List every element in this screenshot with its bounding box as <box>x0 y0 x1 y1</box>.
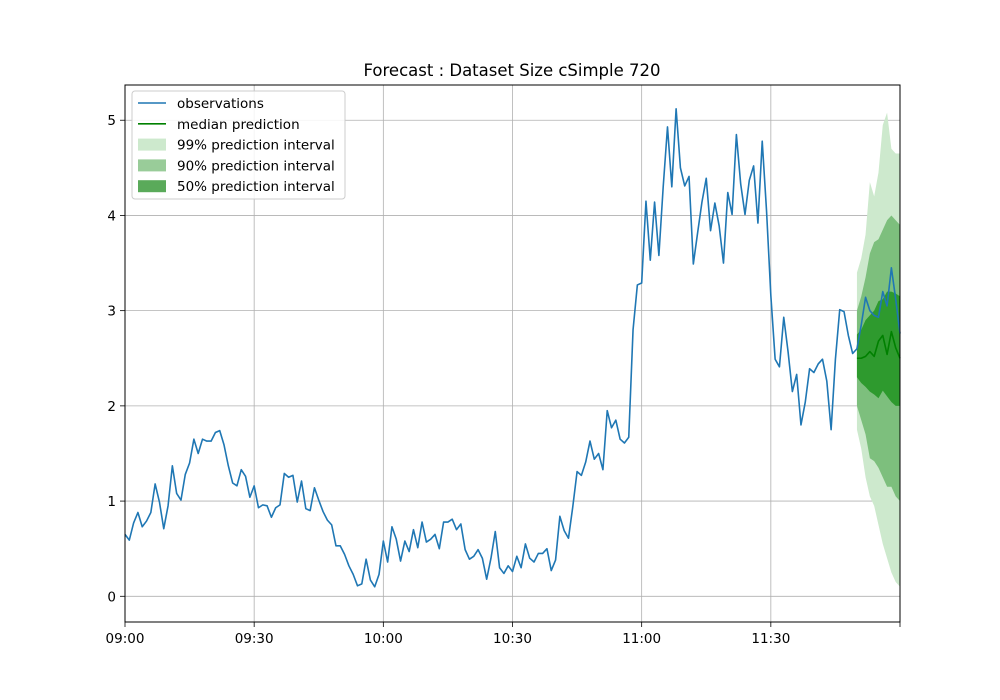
legend-label: 50% prediction interval <box>177 179 335 195</box>
y-tick-label: 3 <box>107 304 116 320</box>
y-tick-label: 5 <box>107 113 116 129</box>
y-tick-label: 1 <box>107 494 116 510</box>
y-tick-label: 2 <box>107 399 116 415</box>
observations-line <box>124 108 901 588</box>
legend-band-swatch <box>138 159 166 172</box>
legend-label: observations <box>177 96 264 112</box>
legend-box <box>131 90 346 200</box>
median-prediction-line <box>856 330 901 360</box>
legend-band-swatch <box>138 180 166 193</box>
x-tick-label: 10:00 <box>364 631 403 647</box>
y-tick-label: 0 <box>107 589 116 605</box>
x-tick-label: 11:30 <box>751 631 790 647</box>
y-axis: 0 1 2 3 4 5 <box>107 113 125 605</box>
legend-label: median prediction <box>177 117 300 133</box>
x-tick-label: 11:00 <box>622 631 661 647</box>
x-tick-label: 10:30 <box>493 631 532 647</box>
chart-title: Forecast : Dataset Size cSimple 720 <box>364 61 661 80</box>
y-tick-label: 4 <box>107 208 116 224</box>
x-tick-label: 09:30 <box>235 631 274 647</box>
series-lines <box>124 108 901 588</box>
legend: observations median prediction 99% predict… <box>131 90 346 200</box>
legend-label: 90% prediction interval <box>177 158 335 174</box>
grid-lines <box>124 85 900 622</box>
x-axis: 09:00 09:30 10:00 10:30 11:00 11:30 <box>106 622 901 647</box>
legend-label: 99% prediction interval <box>177 138 335 154</box>
x-tick-label: 09:00 <box>106 631 145 647</box>
band-50-percent <box>856 291 900 406</box>
legend-band-swatch <box>138 138 166 151</box>
